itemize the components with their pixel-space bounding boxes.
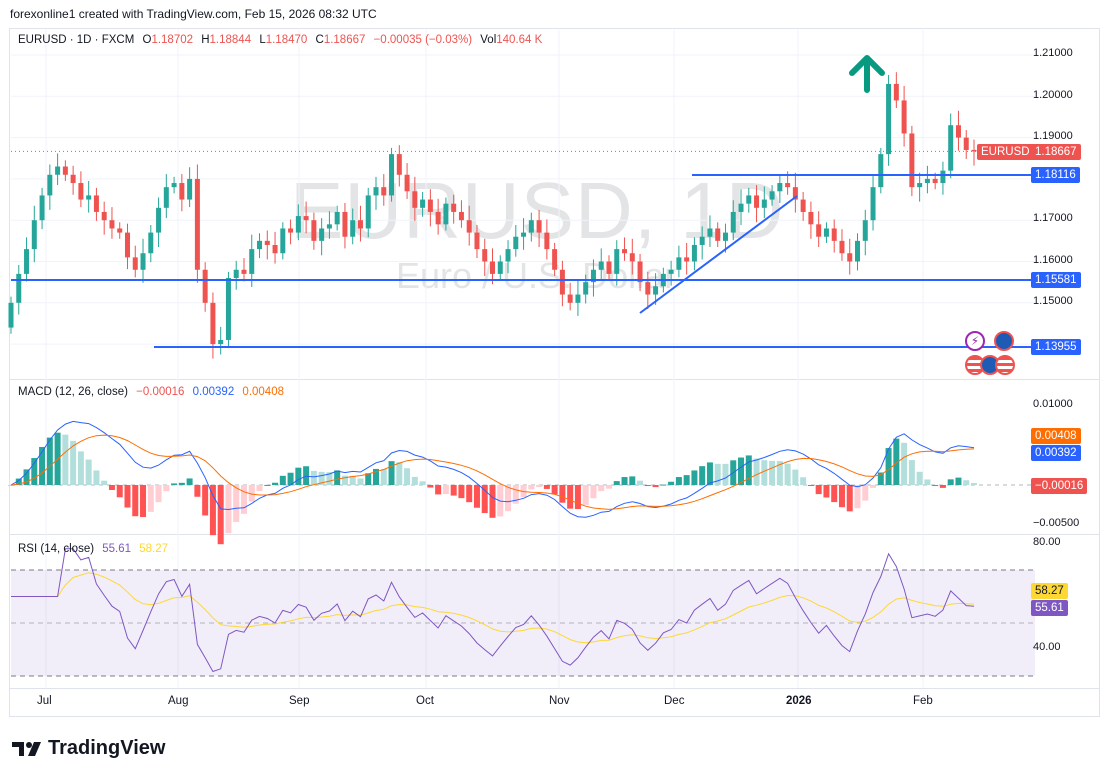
time-tick-sep: Sep: [289, 695, 310, 707]
ohlc-open: O1.18702: [142, 34, 194, 46]
level-tag-resistance[interactable]: 1.18116: [1031, 167, 1080, 183]
macd-legend: MACD (12, 26, close) −0.00016 0.00392 0.…: [18, 386, 289, 398]
macd-signal-tag: 0.00408: [1031, 428, 1081, 444]
pane-separator[interactable]: [10, 379, 1099, 380]
tradingview-logo-text: TradingView: [48, 737, 166, 759]
macd-line-value: 0.00392: [192, 386, 235, 398]
level-tag-low[interactable]: 1.13955: [1031, 339, 1081, 355]
time-axis-separator: [10, 688, 1099, 689]
rsi-tag: 55.61: [1031, 600, 1068, 616]
volume: Vol140.64 K: [480, 34, 543, 46]
price-legend: EURUSD · 1D · FXCM O1.18702 H1.18844 L1.…: [18, 34, 547, 46]
macd-title[interactable]: MACD (12, 26, close): [18, 386, 128, 398]
time-tick-feb: Feb: [913, 695, 933, 707]
rsi-value: 55.61: [102, 543, 132, 555]
rsi-legend: RSI (14, close) 55.61 58.27: [18, 543, 173, 555]
ohlc-low: L1.18470: [259, 34, 308, 46]
macd-hist-value: −0.00016: [136, 386, 185, 398]
chart-credit: forexonline1 created with TradingView.co…: [10, 7, 377, 21]
price-tick: 1.21000: [1033, 47, 1073, 59]
tradingview-logo-icon: [12, 741, 41, 756]
ohlc-close: C1.18667: [315, 34, 366, 46]
eu-flag-event-icon[interactable]: [994, 331, 1014, 351]
level-tag-support[interactable]: 1.15581: [1031, 272, 1081, 288]
time-tick-aug: Aug: [168, 695, 189, 707]
pane-separator[interactable]: [10, 534, 1099, 535]
rsi-title[interactable]: RSI (14, close): [18, 543, 95, 555]
macd-hist-tag: −0.00016: [1031, 478, 1088, 494]
rsi-tick: 40.00: [1033, 641, 1061, 653]
symbol-price-tag: EURUSD: [977, 144, 1034, 160]
rsi-tick: 80.00: [1033, 536, 1061, 548]
macd-tick: 0.01000: [1033, 398, 1073, 410]
ohlc-high: H1.18844: [201, 34, 252, 46]
price-tick: 1.19000: [1033, 130, 1073, 142]
rsi-ma-value: 58.27: [139, 543, 169, 555]
symbol-label[interactable]: EURUSD · 1D · FXCM: [18, 34, 135, 46]
tradingview-logo[interactable]: TradingView: [12, 737, 165, 760]
time-tick-jul: Jul: [37, 695, 52, 707]
price-tick: 1.16000: [1033, 254, 1073, 266]
lightning-event-icon[interactable]: ⚡: [965, 331, 985, 351]
price-change: −0.00035 (−0.03%): [373, 34, 473, 46]
time-tick-dec: Dec: [664, 695, 685, 707]
time-tick-2026: 2026: [786, 695, 812, 707]
us-flag-event-icon[interactable]: [995, 355, 1015, 375]
last-price-tag: 1.18667: [1031, 144, 1081, 160]
time-tick-nov: Nov: [549, 695, 570, 707]
price-tick: 1.15000: [1033, 295, 1073, 307]
macd-signal-value: 0.00408: [242, 386, 284, 398]
rsi-ma-tag: 58.27: [1031, 583, 1068, 599]
price-tick: 1.17000: [1033, 212, 1073, 224]
time-tick-oct: Oct: [416, 695, 434, 707]
macd-line-tag: 0.00392: [1031, 445, 1081, 461]
macd-tick: −0.00500: [1033, 517, 1080, 529]
price-tick: 1.20000: [1033, 89, 1073, 101]
